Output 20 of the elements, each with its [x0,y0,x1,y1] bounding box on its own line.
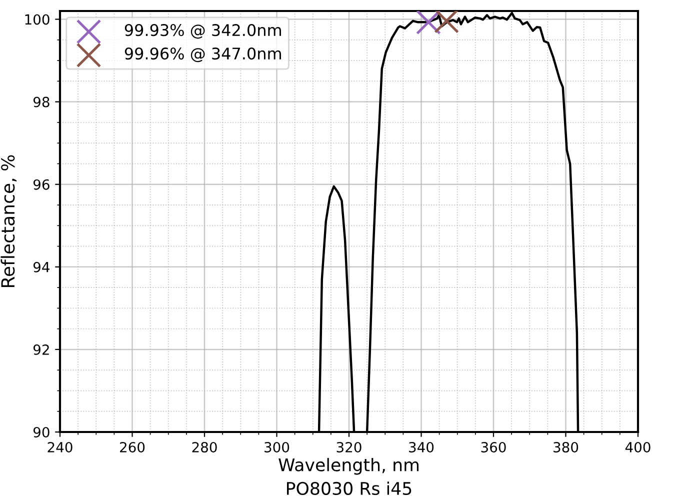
y-tick-label: 92 [33,344,49,355]
x-tick-label: 240 [48,442,72,452]
x-tick-label: 280 [192,442,217,452]
y-tick-label: 94 [33,262,50,272]
y-tick-label: 100 [25,14,50,25]
y-tick-label: 98 [33,96,50,108]
text: PO8030 Rs i45 [287,482,412,496]
x-tick-label: 320 [336,442,362,452]
x-tick-label: 340 [409,442,434,452]
x-tick-label: 260 [120,442,145,452]
y-axis-title: Reflectance, % [0,155,17,287]
y-tick-label: 90 [33,426,50,438]
x-tick-label: 300 [264,442,290,452]
legend-label: 99.93% @ 342.0nm [124,24,281,39]
y-tick-label: 96 [33,179,50,190]
x-axis-title: Wavelength, nm [278,458,418,475]
legend-label: 99.96% @ 347.0nm [124,48,281,62]
x-tick-label: 400 [625,442,650,452]
x-tick-label: 380 [554,442,578,452]
x-tick-label: 360 [481,442,506,452]
